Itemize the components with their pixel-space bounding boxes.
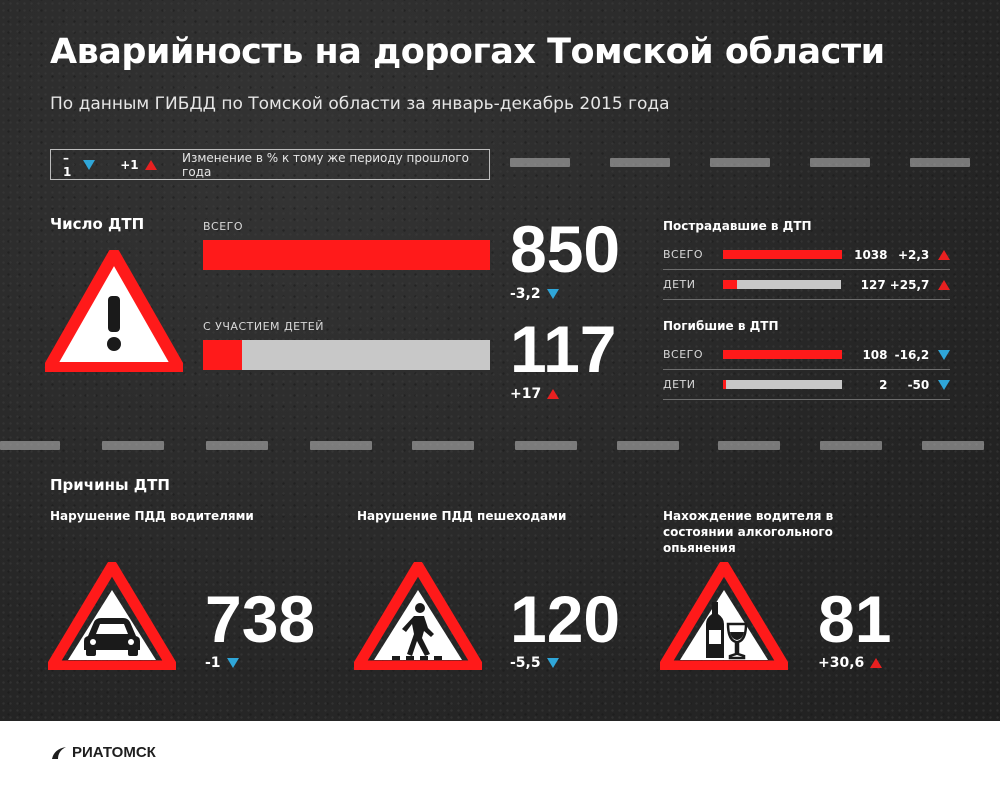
row-bar-fill bbox=[723, 380, 726, 389]
row-bar bbox=[723, 350, 843, 359]
legend-up-value: +1 bbox=[120, 157, 139, 172]
cause-drivers-change-text: -1 bbox=[205, 655, 221, 671]
up-arrow-icon bbox=[547, 389, 560, 399]
legend-down-value: –1 bbox=[63, 150, 72, 179]
down-arrow-icon bbox=[546, 289, 559, 299]
accidents-total-change-text: -3,2 bbox=[510, 286, 541, 302]
injured-row-children: ДЕТИ 127 +25,7 bbox=[663, 270, 950, 300]
row-value: 127 bbox=[860, 277, 886, 292]
killed-title: Погибшие в ДТП bbox=[663, 319, 779, 333]
down-arrow-icon bbox=[82, 159, 95, 170]
cause-drivers-value: 738 bbox=[205, 582, 316, 656]
road-markings-middle bbox=[0, 441, 1000, 451]
cause-alcohol-change: +30,6 bbox=[818, 655, 883, 671]
accidents-section-title: Число ДТП bbox=[50, 215, 145, 233]
road-markings-top bbox=[510, 158, 990, 168]
row-bar bbox=[723, 250, 843, 259]
cause-drivers-title: Нарушение ПДД водителями bbox=[50, 509, 254, 523]
accidents-children-change: +17 bbox=[510, 386, 560, 402]
accidents-children-label: С УЧАСТИЕМ ДЕТЕЙ bbox=[203, 320, 324, 333]
row-label: ДЕТИ bbox=[663, 278, 696, 291]
logo-mark-icon bbox=[52, 746, 66, 759]
killed-table: ВСЕГО 108 -16,2 ДЕТИ 2 -50 bbox=[663, 340, 950, 400]
row-bar bbox=[723, 380, 843, 389]
wine-bottle-glass-icon bbox=[660, 562, 788, 670]
row-change: +25,7 bbox=[889, 277, 930, 292]
logo-text: РИАТОМСК bbox=[72, 744, 156, 761]
pedestrian-icon bbox=[354, 562, 482, 670]
injured-row-total: ВСЕГО 1038 +2,3 bbox=[663, 240, 950, 270]
down-arrow-icon bbox=[938, 379, 950, 390]
ria-tomsk-logo[interactable]: РИАТОМСК bbox=[50, 744, 156, 761]
row-label: ВСЕГО bbox=[663, 348, 704, 361]
row-label: ДЕТИ bbox=[663, 378, 696, 391]
accidents-children-value: 117 bbox=[510, 312, 617, 386]
cause-pedestrians-title: Нарушение ПДД пешеходами bbox=[357, 509, 567, 523]
up-arrow-icon bbox=[938, 249, 950, 260]
row-change: -16,2 bbox=[894, 347, 930, 362]
warning-exclamation-icon bbox=[45, 250, 183, 372]
cause-pedestrians-change: -5,5 bbox=[510, 655, 559, 671]
row-label: ВСЕГО bbox=[663, 248, 704, 261]
injured-table: ВСЕГО 1038 +2,3 ДЕТИ 127 +25,7 bbox=[663, 240, 950, 300]
cause-alcohol-value: 81 bbox=[818, 582, 892, 656]
accidents-total-change: -3,2 bbox=[510, 286, 559, 302]
car-icon bbox=[48, 562, 176, 670]
down-arrow-icon bbox=[226, 658, 239, 668]
row-value: 1038 bbox=[854, 247, 888, 262]
legend-box: –1 +1 Изменение в % к тому же периоду пр… bbox=[50, 149, 490, 180]
legend-text: Изменение в % к тому же периоду прошлого… bbox=[182, 150, 469, 179]
page-title: Аварийность на дорогах Томской области bbox=[50, 32, 885, 72]
row-change: +2,3 bbox=[897, 247, 930, 262]
row-bar-fill bbox=[723, 250, 843, 259]
cause-drivers-change: -1 bbox=[205, 655, 239, 671]
up-arrow-icon bbox=[144, 159, 157, 170]
injured-title: Пострадавшие в ДТП bbox=[663, 219, 812, 233]
causes-section-title: Причины ДТП bbox=[50, 476, 170, 494]
footer bbox=[0, 721, 1000, 789]
page-subtitle: По данным ГИБДД по Томской области за ян… bbox=[50, 94, 670, 114]
accidents-children-bar bbox=[203, 340, 490, 370]
killed-row-children: ДЕТИ 2 -50 bbox=[663, 370, 950, 400]
row-change: -50 bbox=[907, 377, 930, 392]
row-bar-fill bbox=[722, 280, 738, 289]
accidents-total-value: 850 bbox=[510, 212, 621, 286]
row-bar bbox=[722, 280, 841, 289]
up-arrow-icon bbox=[870, 658, 883, 668]
accidents-total-bar-fill bbox=[203, 240, 490, 270]
cause-pedestrians-value: 120 bbox=[510, 582, 621, 656]
cause-alcohol-title: Нахождение водителя в состоянии алкоголь… bbox=[663, 509, 834, 555]
killed-row-total: ВСЕГО 108 -16,2 bbox=[663, 340, 950, 370]
accidents-children-bar-fill bbox=[203, 340, 243, 370]
cause-pedestrians-change-text: -5,5 bbox=[510, 655, 541, 671]
row-bar-fill bbox=[723, 350, 843, 359]
accidents-children-change-text: +17 bbox=[510, 386, 542, 402]
up-arrow-icon bbox=[938, 279, 950, 290]
row-value: 2 bbox=[879, 377, 888, 392]
accidents-total-label: ВСЕГО bbox=[203, 220, 244, 233]
down-arrow-icon bbox=[938, 349, 950, 360]
cause-alcohol-change-text: +30,6 bbox=[818, 655, 865, 671]
down-arrow-icon bbox=[546, 658, 559, 668]
accidents-total-bar bbox=[203, 240, 490, 270]
row-value: 108 bbox=[862, 347, 888, 362]
